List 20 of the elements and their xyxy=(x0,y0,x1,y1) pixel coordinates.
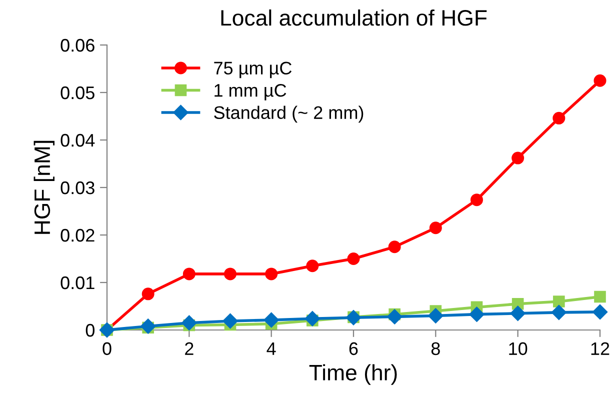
y-tick-label: 0.02 xyxy=(60,228,94,242)
x-tick-label: 8 xyxy=(431,342,440,356)
x-tick-label: 4 xyxy=(266,342,276,355)
legend-label: 1 mm µC xyxy=(214,84,286,100)
x-tick-label: 12 xyxy=(591,342,610,355)
x-tick-label: 0 xyxy=(102,342,112,356)
y-tick-label: 0.03 xyxy=(60,181,94,194)
y-tick-label: 0 xyxy=(86,324,94,337)
legend-label: 75 µm µC xyxy=(214,62,292,78)
x-axis-title: Time (hr) xyxy=(309,364,397,385)
y-axis-title: HGF [nM] xyxy=(34,140,54,234)
x-tick-label: 2 xyxy=(185,342,194,355)
y-tick-label: 0.06 xyxy=(60,38,94,52)
x-tick-label: 10 xyxy=(509,342,528,356)
y-tick-label: 0.04 xyxy=(60,134,95,147)
legend-label: Standard (~ 2 mm) xyxy=(214,106,364,123)
y-tick-label: 0.05 xyxy=(60,86,94,100)
y-tick-label: 0.01 xyxy=(60,276,94,290)
x-tick-label: 6 xyxy=(349,342,358,356)
chart-title: Local accumulation of HGF xyxy=(221,9,487,26)
